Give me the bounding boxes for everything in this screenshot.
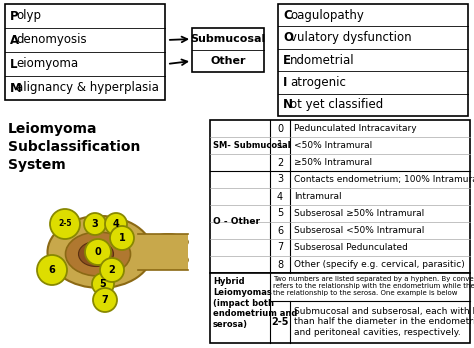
Text: A: A	[10, 33, 19, 47]
Text: I: I	[283, 76, 287, 89]
Text: 5: 5	[100, 279, 106, 289]
Text: 0: 0	[95, 247, 101, 257]
Bar	[138, 234, 188, 270]
Text: 4: 4	[277, 191, 283, 201]
Circle shape	[85, 239, 111, 265]
Bar	[210, 273, 470, 343]
Text: denomyosis: denomyosis	[16, 33, 87, 47]
Bar	[278, 4, 468, 116]
Bar	[5, 4, 165, 100]
Ellipse shape	[65, 232, 130, 276]
Text: 6: 6	[277, 226, 283, 236]
Text: ot yet classified: ot yet classified	[290, 98, 383, 111]
Text: Submucosal and subserosal, each with less
than half the diameter in the endometr: Submucosal and subserosal, each with les…	[294, 307, 474, 337]
Text: 6: 6	[49, 265, 55, 275]
Bar	[210, 120, 470, 273]
Text: 4: 4	[113, 219, 119, 229]
Text: M: M	[10, 81, 22, 95]
Text: 5: 5	[277, 208, 283, 219]
Text: 1: 1	[118, 233, 126, 243]
Text: 2: 2	[277, 158, 283, 167]
Text: O - Other: O - Other	[213, 218, 260, 227]
Text: N: N	[283, 98, 293, 111]
Text: 1: 1	[277, 141, 283, 150]
Text: Submucosal: Submucosal	[191, 34, 265, 44]
Text: 3: 3	[277, 174, 283, 184]
Circle shape	[50, 209, 80, 239]
Text: C: C	[283, 9, 292, 22]
Text: E: E	[283, 54, 291, 66]
Text: ndometrial: ndometrial	[290, 54, 355, 66]
Text: ≥50% Intramural: ≥50% Intramural	[294, 158, 372, 167]
Ellipse shape	[79, 242, 113, 267]
Text: P: P	[10, 9, 18, 23]
Text: Two numbers are listed separated by a hyphen. By convention, the first
refers to: Two numbers are listed separated by a hy…	[273, 276, 474, 296]
Text: eiomyoma: eiomyoma	[16, 57, 78, 71]
Text: Other: Other	[210, 56, 246, 66]
Text: SM- Submucosal: SM- Submucosal	[213, 141, 291, 150]
Text: 2: 2	[109, 265, 115, 275]
Ellipse shape	[148, 234, 188, 250]
Text: 8: 8	[277, 260, 283, 269]
Text: alignancy & hyperplasia: alignancy & hyperplasia	[16, 81, 159, 95]
Ellipse shape	[47, 216, 153, 288]
Text: Subserosal Pedunculated: Subserosal Pedunculated	[294, 243, 408, 252]
Text: vulatory dysfunction: vulatory dysfunction	[290, 31, 411, 44]
Text: <50% Intramural: <50% Intramural	[294, 141, 372, 150]
Text: 2-5: 2-5	[58, 220, 72, 229]
Text: Hybrid
Leiomyomas
(impact both
endometrium and
serosa): Hybrid Leiomyomas (impact both endometri…	[213, 277, 297, 329]
Text: Subserosal <50% Intramural: Subserosal <50% Intramural	[294, 226, 424, 235]
Ellipse shape	[148, 252, 188, 268]
Text: 0: 0	[277, 124, 283, 134]
Circle shape	[110, 226, 134, 250]
Circle shape	[84, 213, 106, 235]
Text: 3: 3	[91, 219, 99, 229]
Circle shape	[100, 258, 124, 282]
Text: atrogenic: atrogenic	[290, 76, 346, 89]
Text: 7: 7	[277, 243, 283, 253]
Text: oagulopathy: oagulopathy	[290, 9, 364, 22]
Circle shape	[37, 255, 67, 285]
Text: Contacts endometrium; 100% Intramural: Contacts endometrium; 100% Intramural	[294, 175, 474, 184]
Text: Subserosal ≥50% Intramural: Subserosal ≥50% Intramural	[294, 209, 424, 218]
Circle shape	[93, 288, 117, 312]
Text: O: O	[283, 31, 293, 44]
Text: olyp: olyp	[16, 9, 41, 23]
Circle shape	[105, 213, 127, 235]
Text: 7: 7	[101, 295, 109, 305]
Circle shape	[92, 273, 114, 295]
Text: Intramural: Intramural	[294, 192, 342, 201]
Bar	[192, 28, 264, 72]
Text: 2-5: 2-5	[271, 317, 289, 327]
Text: Leiomyoma
Subclassification
System: Leiomyoma Subclassification System	[8, 122, 140, 172]
Text: L: L	[10, 57, 18, 71]
Text: Pedunculated Intracavitary: Pedunculated Intracavitary	[294, 124, 417, 133]
Text: Other (specify e.g. cervical, parasitic): Other (specify e.g. cervical, parasitic)	[294, 260, 465, 269]
